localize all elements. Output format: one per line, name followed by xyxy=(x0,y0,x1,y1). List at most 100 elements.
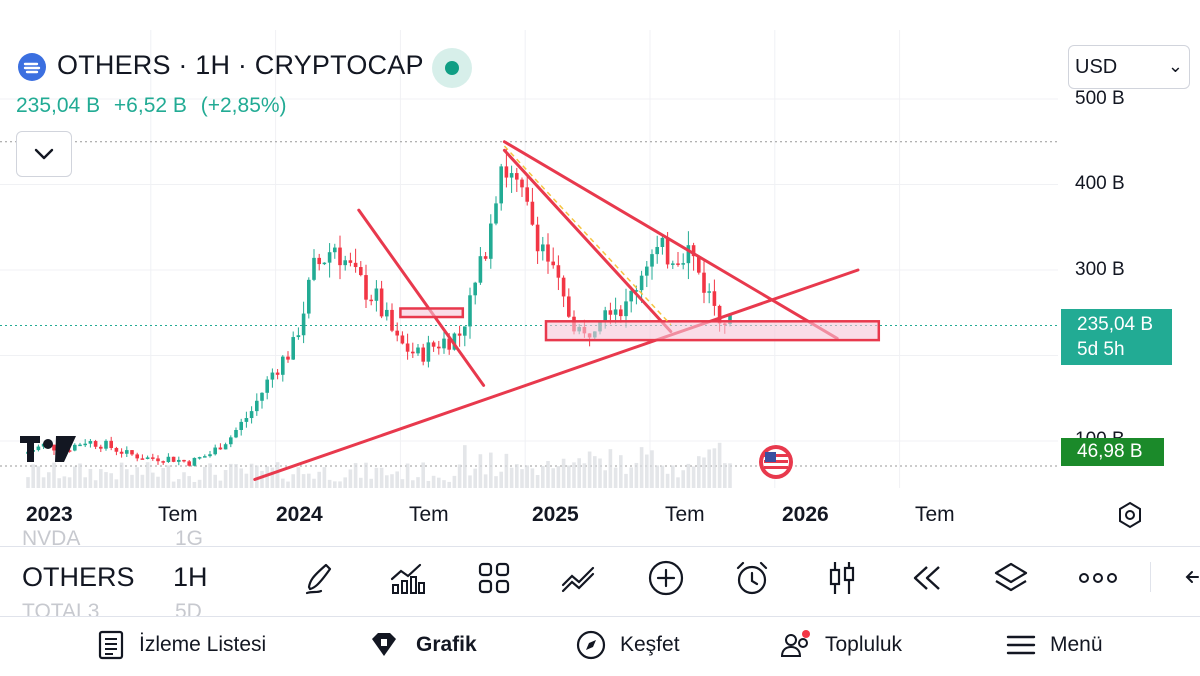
more-button[interactable] xyxy=(1078,559,1117,597)
drawing-tool-button[interactable] xyxy=(302,559,340,597)
toolbar-divider xyxy=(1150,562,1151,592)
candle-body xyxy=(478,256,483,283)
nav-menu[interactable]: Menü xyxy=(1050,633,1103,656)
candle-body xyxy=(270,372,275,380)
replay-button[interactable] xyxy=(907,559,945,597)
candle-body xyxy=(520,179,524,188)
volume-bar xyxy=(109,473,113,488)
us-flag-event-icon[interactable] xyxy=(758,444,794,485)
pen-icon xyxy=(305,563,332,595)
volume-bar xyxy=(249,463,254,488)
y-tick-label: 300 B xyxy=(1075,259,1125,280)
volume-bar xyxy=(593,456,597,488)
volume-bar xyxy=(572,462,576,488)
indicators-chart-icon xyxy=(390,563,425,594)
candle-body xyxy=(645,266,649,276)
last-price-tag: 235,04 B 5d 5h xyxy=(1061,309,1172,365)
volume-bar xyxy=(567,465,571,488)
volume-bar xyxy=(520,469,524,488)
candle-body xyxy=(255,400,259,412)
nav-watchlist[interactable]: İzleme Listesi xyxy=(139,633,267,656)
candle-body xyxy=(125,450,129,454)
candle-body xyxy=(603,310,607,323)
volume-bar xyxy=(504,453,509,488)
compare-button[interactable] xyxy=(560,559,598,597)
low-price-tag: 46,98 B xyxy=(1061,438,1164,466)
currency-select[interactable]: USD ⌄ xyxy=(1068,45,1190,89)
nav-explore[interactable]: Keşfet xyxy=(620,633,680,656)
candle-body xyxy=(619,309,623,317)
volume-bar xyxy=(369,478,373,488)
price-change: +6,52 B xyxy=(113,94,187,117)
volume-bar xyxy=(691,466,696,488)
timeframe-picker[interactable]: 1H xyxy=(173,562,208,592)
volume-bar xyxy=(665,473,670,488)
candle-body xyxy=(379,288,384,317)
candle-body xyxy=(624,301,628,317)
candle-body xyxy=(353,262,358,268)
candle-body xyxy=(99,446,103,449)
layers-button[interactable] xyxy=(992,559,1030,597)
volume-bar xyxy=(671,465,675,488)
volume-bar xyxy=(676,477,680,488)
add-symbol-button[interactable] xyxy=(647,559,685,597)
chart-toolbar xyxy=(0,546,1200,613)
candle-body xyxy=(67,450,72,452)
y-tick-label: 500 B xyxy=(1075,88,1125,109)
bottom-navigation xyxy=(0,616,1200,676)
candle-body xyxy=(385,309,389,317)
candle-body xyxy=(223,444,228,450)
x-tick-label: 2023 xyxy=(26,503,73,526)
collapse-legend-button[interactable] xyxy=(16,131,72,177)
candle-body xyxy=(109,440,113,448)
candle-body xyxy=(525,187,529,202)
toolbar-scroll-button[interactable] xyxy=(1184,566,1200,593)
candle-body xyxy=(374,288,379,301)
indicators-button[interactable] xyxy=(388,559,426,597)
chart-settings-button[interactable] xyxy=(1116,501,1144,529)
volume-bar xyxy=(582,463,587,488)
candle-body xyxy=(83,443,87,446)
alert-button[interactable] xyxy=(733,559,771,597)
volume-bar xyxy=(275,462,280,488)
candle-body xyxy=(494,203,498,224)
symbol-title[interactable]: OTHERS · 1H · CRYPTOCAP xyxy=(57,50,424,80)
volume-bar xyxy=(395,471,399,488)
volume-bar xyxy=(78,463,82,488)
volume-bar xyxy=(343,477,347,488)
volume-bar xyxy=(390,474,394,488)
volume-bar xyxy=(140,474,145,488)
price-change-pct: (+2,85%) xyxy=(200,94,287,117)
volume-bar xyxy=(525,465,529,488)
volume-bar xyxy=(62,476,67,488)
candle-body xyxy=(93,441,98,447)
candle-body xyxy=(213,447,217,455)
volume-bar xyxy=(281,478,285,488)
volume-bar xyxy=(151,472,155,488)
candle-body xyxy=(707,291,711,293)
volume-bar xyxy=(463,445,467,488)
volume-bar xyxy=(125,469,129,488)
candle-body xyxy=(681,263,685,265)
nav-chart[interactable]: Grafik xyxy=(416,633,477,656)
candle-body xyxy=(73,444,77,451)
candle-body xyxy=(208,454,212,457)
chart-type-button[interactable] xyxy=(823,559,861,597)
volume-bar xyxy=(426,480,431,488)
chevron-down-icon: ⌄ xyxy=(1167,56,1183,76)
templates-button[interactable] xyxy=(475,559,513,597)
volume-bar xyxy=(577,458,581,488)
symbol-picker[interactable]: OTHERS xyxy=(22,562,135,592)
volume-bar xyxy=(416,477,420,488)
volume-bar xyxy=(338,481,342,488)
volume-bar xyxy=(145,462,150,488)
volume-bar xyxy=(364,462,368,488)
volume-bar xyxy=(431,475,436,488)
nav-community[interactable]: Topluluk xyxy=(825,633,903,656)
volume-bar xyxy=(234,464,238,488)
volume-bar xyxy=(203,466,207,488)
candle-body xyxy=(447,338,451,350)
candle-body xyxy=(608,310,613,315)
x-tick-label: 2025 xyxy=(532,503,579,526)
price-chart[interactable] xyxy=(0,0,1200,545)
